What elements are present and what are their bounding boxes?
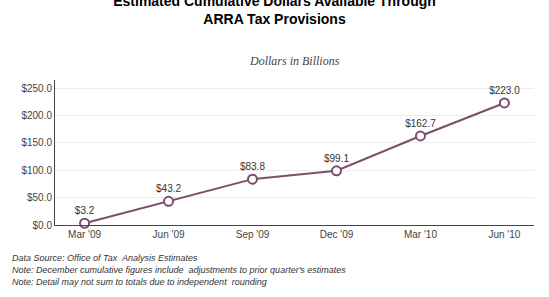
svg-text:Note: December cumulative figu: Note: December cumulative figures includ…	[12, 265, 346, 275]
svg-text:Mar '09: Mar '09	[68, 229, 101, 240]
svg-text:Mar '10: Mar '10	[404, 229, 437, 240]
svg-text:$100.0: $100.0	[21, 165, 52, 176]
svg-text:$200.0: $200.0	[21, 110, 52, 121]
svg-text:$99.1: $99.1	[324, 153, 349, 164]
svg-text:Dec '09: Dec '09	[320, 229, 354, 240]
svg-text:$223.0: $223.0	[489, 85, 520, 96]
svg-text:$3.2: $3.2	[75, 205, 95, 216]
svg-text:Estimated Cumulative Dollars A: Estimated Cumulative Dollars Available T…	[113, 0, 436, 27]
svg-text:Dollars in Billions: Dollars in Billions	[249, 54, 340, 68]
svg-text:Sep '09: Sep '09	[236, 229, 270, 240]
svg-text:Note: Detail may not sum to to: Note: Detail may not sum to totals due t…	[12, 277, 267, 287]
svg-text:Jun '09: Jun '09	[153, 229, 185, 240]
svg-text:$50.0: $50.0	[27, 192, 52, 203]
svg-text:$150.0: $150.0	[21, 137, 52, 148]
svg-text:$0.0: $0.0	[33, 220, 53, 231]
svg-text:Data Source: Office of Tax An: Data Source: Office of Tax Analysis Esti…	[12, 253, 198, 263]
svg-text:$43.2: $43.2	[156, 183, 181, 194]
svg-text:$83.8: $83.8	[240, 161, 265, 172]
svg-text:$162.7: $162.7	[405, 118, 436, 129]
svg-text:Jun '10: Jun '10	[488, 229, 520, 240]
svg-text:$250.0: $250.0	[21, 83, 52, 94]
